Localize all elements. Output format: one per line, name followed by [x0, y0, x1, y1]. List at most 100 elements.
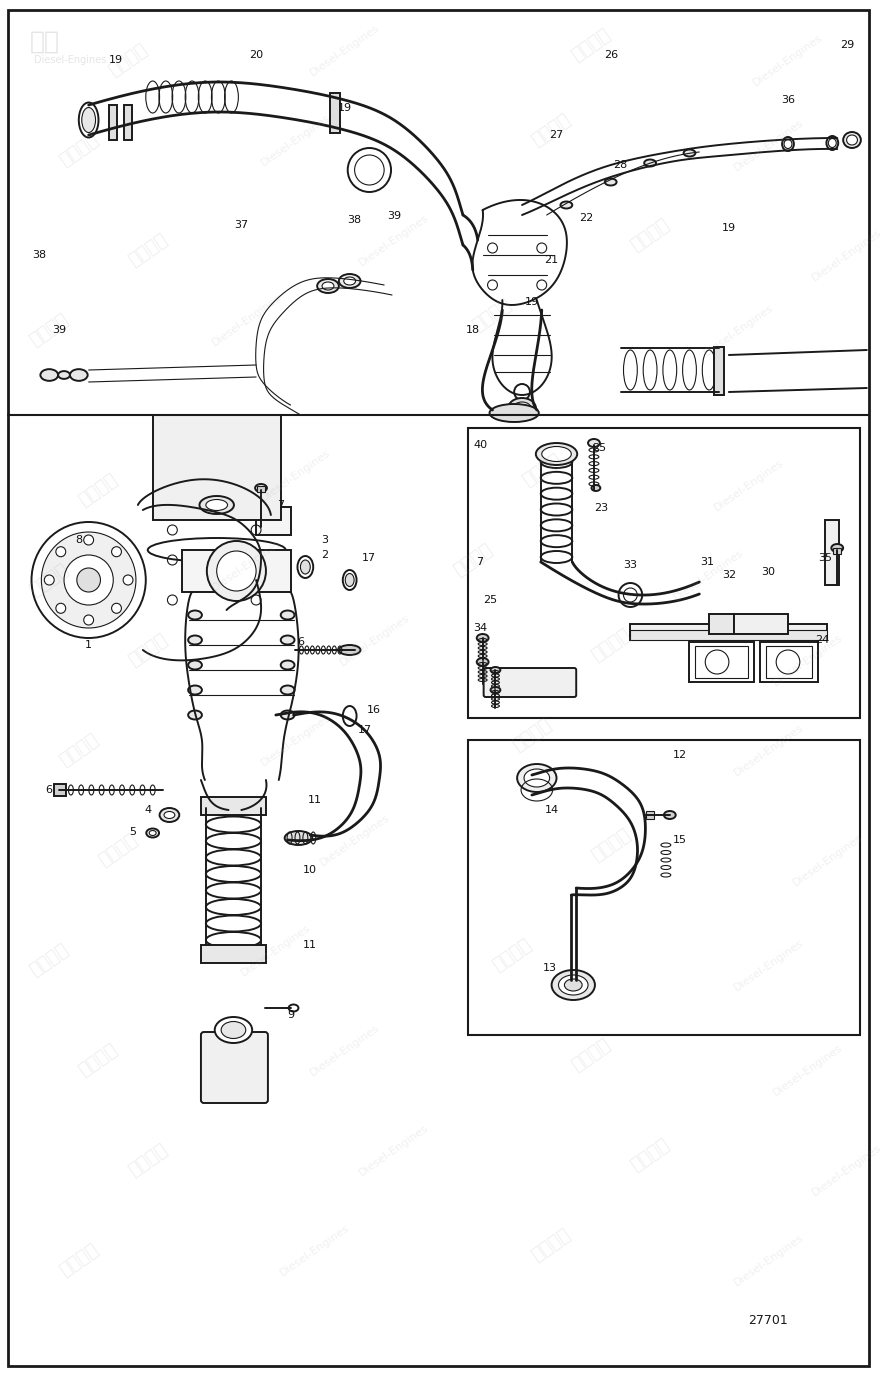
Bar	[182, 550, 290, 592]
Circle shape	[206, 541, 266, 601]
Ellipse shape	[221, 1021, 246, 1039]
Text: Diesel-Engines: Diesel-Engines	[702, 303, 775, 358]
Text: 12: 12	[673, 750, 687, 760]
Text: 19: 19	[337, 103, 352, 113]
Ellipse shape	[605, 179, 617, 186]
Bar	[833, 548, 841, 555]
Ellipse shape	[344, 277, 356, 285]
Ellipse shape	[592, 484, 601, 491]
Text: Diesel-Engines: Diesel-Engines	[210, 537, 283, 593]
Text: 柴发动力: 柴发动力	[490, 936, 535, 974]
Text: 5: 5	[129, 827, 136, 837]
Text: 27701: 27701	[748, 1314, 789, 1326]
Text: 13: 13	[543, 963, 556, 973]
Bar	[690, 643, 754, 682]
Text: 17: 17	[358, 725, 371, 735]
Circle shape	[111, 546, 121, 557]
Ellipse shape	[588, 439, 600, 447]
Text: 11: 11	[303, 940, 317, 949]
Circle shape	[123, 575, 133, 585]
Circle shape	[216, 550, 256, 592]
Text: Diesel-Engines: Diesel-Engines	[732, 117, 805, 173]
Text: 26: 26	[603, 50, 618, 61]
Text: 27: 27	[549, 129, 563, 140]
Bar	[630, 623, 828, 640]
Ellipse shape	[58, 372, 70, 378]
Text: 柴发动力: 柴发动力	[125, 230, 171, 270]
Circle shape	[84, 615, 93, 625]
Bar	[825, 520, 839, 585]
Ellipse shape	[644, 160, 656, 166]
Ellipse shape	[280, 685, 295, 695]
Ellipse shape	[146, 828, 159, 838]
Ellipse shape	[490, 687, 500, 694]
Text: 柴发动力: 柴发动力	[125, 630, 171, 670]
Ellipse shape	[255, 484, 267, 493]
Text: 40: 40	[473, 440, 488, 450]
Text: 19: 19	[722, 223, 736, 233]
Ellipse shape	[508, 398, 536, 418]
Ellipse shape	[82, 107, 95, 132]
Text: 柴发动力: 柴发动力	[27, 940, 72, 980]
Ellipse shape	[188, 611, 202, 619]
Text: 8: 8	[76, 535, 83, 545]
Ellipse shape	[345, 574, 354, 586]
Circle shape	[56, 603, 66, 614]
Text: Diesel-Engines: Diesel-Engines	[811, 227, 884, 282]
Text: 15: 15	[673, 835, 687, 845]
Bar	[709, 614, 734, 634]
Text: Diesel-Engines: Diesel-Engines	[318, 812, 392, 868]
Ellipse shape	[339, 645, 360, 655]
Text: 柴发动力: 柴发动力	[568, 25, 614, 65]
Text: 柴发动力: 柴发动力	[588, 625, 634, 665]
Circle shape	[31, 522, 146, 638]
Text: Diesel-Engines: Diesel-Engines	[751, 32, 825, 88]
Ellipse shape	[536, 443, 578, 465]
Bar	[257, 486, 265, 493]
Text: Diesel-Engines: Diesel-Engines	[673, 548, 746, 603]
Text: 29: 29	[840, 40, 854, 50]
Bar	[201, 945, 266, 963]
Ellipse shape	[490, 667, 500, 673]
Text: 柴发动力: 柴发动力	[56, 731, 101, 769]
Bar	[760, 643, 818, 682]
Ellipse shape	[784, 139, 792, 149]
Ellipse shape	[288, 1004, 298, 1011]
Text: 柴发动力: 柴发动力	[56, 131, 101, 169]
Ellipse shape	[339, 274, 360, 288]
Text: 14: 14	[545, 805, 559, 815]
Text: 21: 21	[545, 255, 559, 266]
Text: Diesel-Engines: Diesel-Engines	[811, 1142, 884, 1197]
Text: Diesel-Engines: Diesel-Engines	[791, 832, 864, 888]
Text: 19: 19	[109, 55, 124, 65]
Ellipse shape	[343, 570, 357, 590]
Bar	[153, 416, 280, 520]
Text: 4: 4	[144, 805, 151, 815]
Text: 柴发动力: 柴发动力	[588, 826, 634, 864]
Ellipse shape	[188, 636, 202, 644]
Text: Diesel-Engines: Diesel-Engines	[358, 1123, 431, 1178]
Text: 11: 11	[308, 795, 322, 805]
Bar	[109, 105, 117, 140]
Text: Diesel-Engines: Diesel-Engines	[732, 1233, 805, 1288]
Ellipse shape	[561, 201, 572, 209]
Ellipse shape	[285, 831, 312, 845]
Bar	[714, 347, 724, 395]
Ellipse shape	[280, 710, 295, 720]
Circle shape	[624, 588, 637, 603]
Text: 7: 7	[277, 499, 284, 510]
Text: 柴发动力: 柴发动力	[627, 1135, 673, 1175]
Ellipse shape	[664, 810, 676, 819]
Text: Diesel-Engines: Diesel-Engines	[259, 713, 332, 768]
Ellipse shape	[564, 978, 582, 991]
Text: 23: 23	[594, 504, 608, 513]
Text: 37: 37	[234, 220, 248, 230]
Text: 柴发动力: 柴发动力	[470, 296, 515, 334]
Ellipse shape	[542, 446, 571, 461]
Text: 25: 25	[592, 443, 606, 453]
Text: 32: 32	[722, 570, 736, 581]
Text: 柴发动力: 柴发动力	[95, 830, 141, 870]
Text: 柴发动力: 柴发动力	[27, 311, 72, 350]
Text: 柴发动力: 柴发动力	[105, 40, 150, 80]
Ellipse shape	[188, 660, 202, 670]
